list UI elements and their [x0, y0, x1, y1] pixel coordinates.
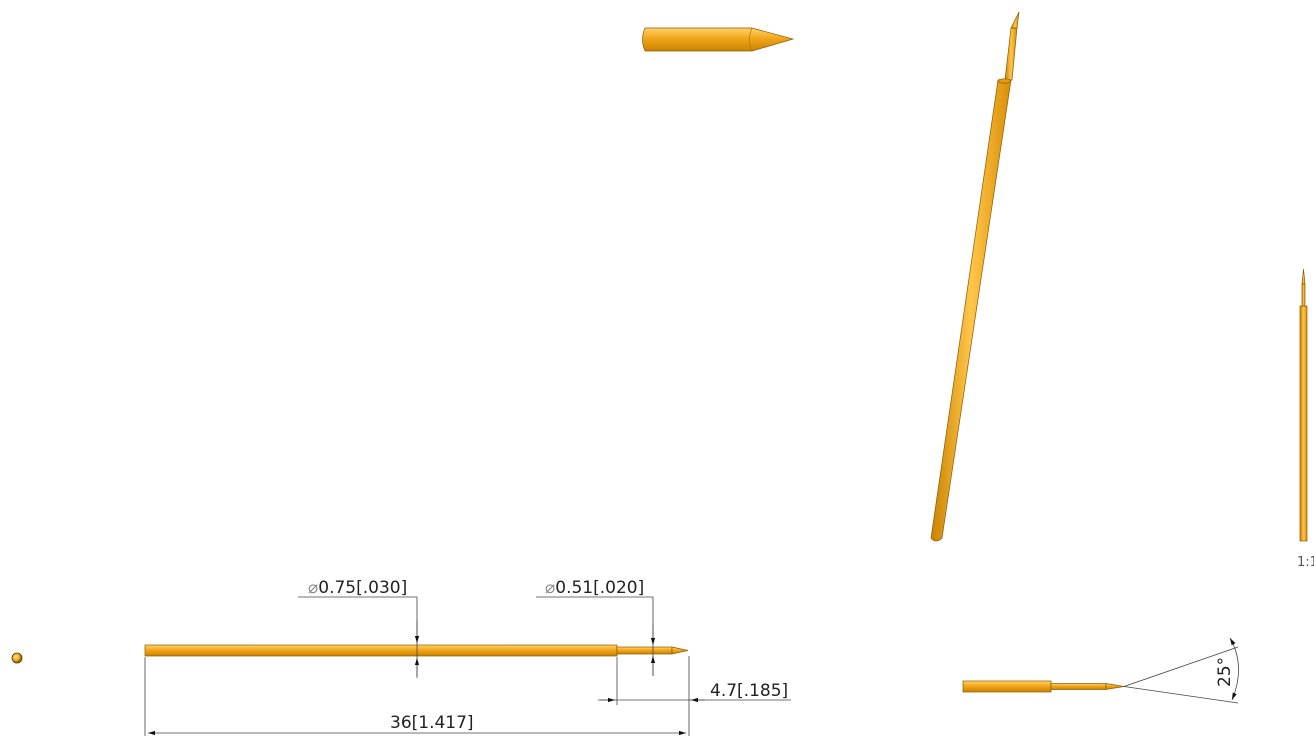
end-view-dot: [11, 652, 23, 664]
scale-label: 1:1: [1297, 555, 1314, 570]
diameter-symbol-icon: ⌀: [545, 578, 555, 598]
tip-angle-label: 25°: [1215, 657, 1235, 687]
side-view-pin: [962, 680, 1125, 693]
front-view-pin: [144, 644, 689, 657]
scale-pin-view: [1299, 268, 1308, 542]
body-diameter-label: ⌀0.75[.030]: [308, 578, 407, 598]
tip-angle-dimension: 25°: [1123, 637, 1239, 704]
tip-detail-view: [642, 27, 795, 52]
front-view-dimensions: 36[1.417] 4.7[.185] ⌀0.75[.030] ⌀0.51[.0…: [144, 578, 791, 736]
overall-length-label: 36[1.417]: [390, 713, 474, 733]
diameter-symbol-icon: ⌀: [308, 578, 318, 598]
tip-diameter-label: ⌀0.51[.020]: [545, 578, 644, 598]
isometric-pin-view: [930, 11, 1020, 542]
tip-length-label: 4.7[.185]: [710, 681, 788, 701]
